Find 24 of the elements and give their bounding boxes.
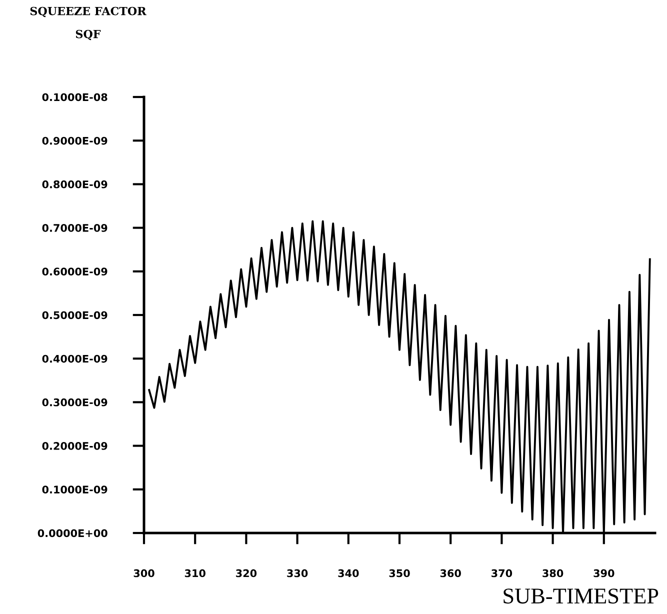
y-tick-label: 0.9000E-09	[42, 136, 108, 145]
y-tick-label: 0.1000E-09	[42, 486, 108, 494]
x-tick-label: 300	[134, 569, 154, 578]
x-axis-title: SUB-TIMESTEP	[504, 588, 658, 604]
y-tick-label: 0.4000E-09	[42, 354, 108, 363]
x-tick-label: 330	[287, 569, 308, 578]
x-tick-label: 390	[594, 569, 614, 578]
chart-title: SQUEEZE FACTOR	[30, 6, 146, 18]
y-tick-label: 0.0000E+00	[38, 529, 108, 538]
y-tick-label: 0.5000E-09	[42, 311, 108, 320]
x-tick-label: 320	[236, 569, 257, 578]
x-tick-label: 340	[338, 569, 359, 578]
y-tick-label: 0.6000E-09	[42, 268, 108, 276]
y-axis-title: SQF	[76, 30, 101, 40]
y-tick-label: 0.3000E-09	[42, 398, 108, 406]
x-tick-label: 380	[542, 569, 564, 578]
y-tick-label: 0.7000E-09	[42, 224, 108, 232]
x-tick-label: 310	[184, 569, 206, 578]
x-tick-label: 370	[492, 569, 512, 578]
x-tick-label: 360	[440, 569, 461, 578]
y-tick-label: 0.2000E-09	[42, 442, 108, 450]
y-tick-label: 0.8000E-09	[42, 180, 108, 188]
y-tick-label: 0.1000E-08	[42, 93, 108, 102]
x-tick-label: 350	[389, 569, 410, 578]
